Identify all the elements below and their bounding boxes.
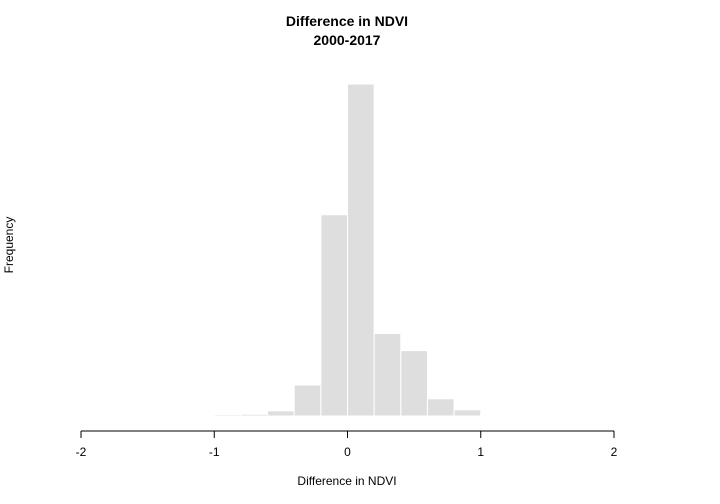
x-axis-tick-label: -2 [76, 445, 87, 459]
y-axis-label: Frequency [2, 217, 16, 274]
histogram-bar [320, 214, 349, 417]
chart-title: Difference in NDVI [286, 13, 408, 29]
histogram-bar [240, 413, 269, 417]
x-axis-tick-label: 1 [477, 445, 484, 459]
x-axis: -2 -1 0 1 2 [76, 430, 618, 459]
histogram-bar [347, 83, 375, 417]
histogram-bar [480, 414, 508, 417]
histogram-bar [453, 409, 482, 417]
histogram-bar [426, 398, 455, 417]
x-axis-tick-label: 0 [344, 445, 351, 459]
x-axis-tick-label: 2 [611, 445, 618, 459]
x-axis-tick-label: -1 [209, 445, 220, 459]
histogram-bars [213, 83, 508, 417]
chart-subtitle: 2000-2017 [314, 32, 381, 48]
histogram-bar [373, 332, 402, 417]
x-axis-label: Difference in NDVI [297, 474, 396, 488]
histogram-bar [267, 410, 295, 417]
histogram-bar [213, 414, 242, 417]
histogram-bar [400, 350, 428, 417]
histogram-bar [293, 384, 322, 417]
